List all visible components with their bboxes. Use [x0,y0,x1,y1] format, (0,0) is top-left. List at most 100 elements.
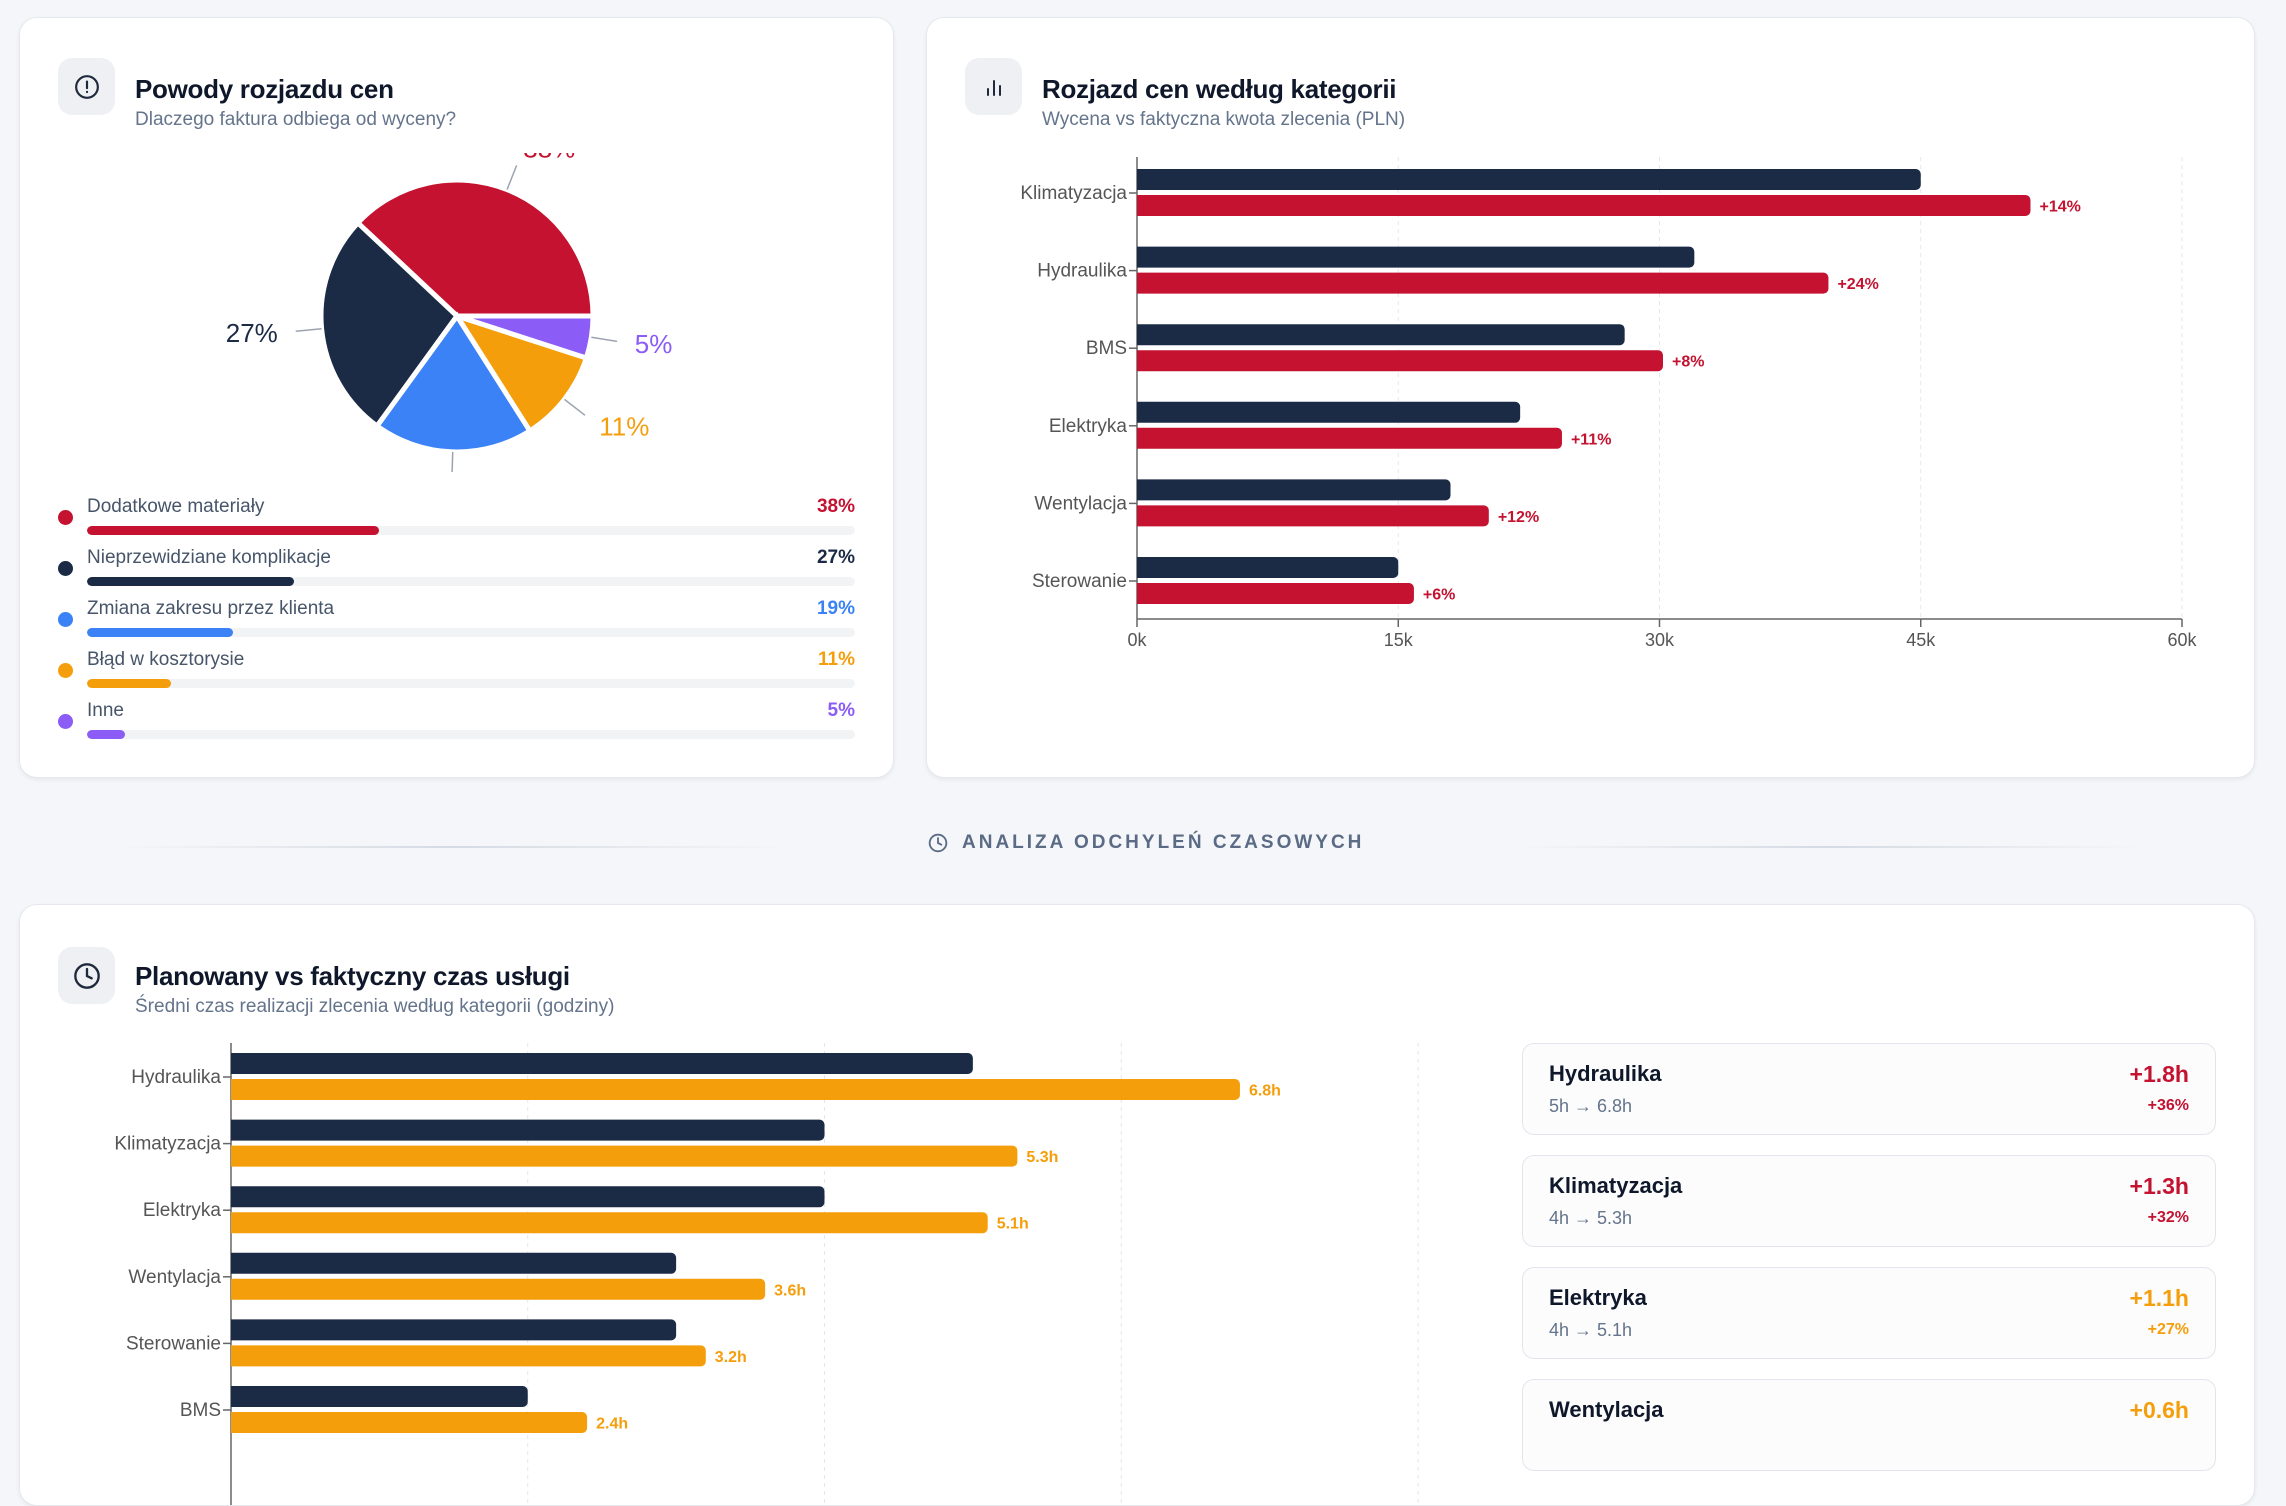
pie-label: 27% [226,318,278,348]
legend-item: Nieprzewidziane komplikacje 27% [20,546,893,597]
price-card: Rozjazd cen według kategorii Wycena vs f… [926,17,2255,778]
x-tick-label: 15k [1384,630,1414,650]
legend-progress-track [87,730,855,739]
category-label: Sterowanie [126,1333,221,1354]
bar-data-label: 2.4h [596,1416,628,1433]
bar-data-label: 6.8h [1249,1083,1281,1100]
bar-actual[interactable] [1137,195,2031,216]
bar-actual[interactable] [231,1278,766,1300]
legend-item: Dodatkowe materiały 38% [20,495,893,546]
bar-data-label: 3.2h [715,1349,747,1366]
x-tick-label: 60k [2167,630,2197,650]
bar-planned[interactable] [231,1386,528,1407]
delta-percent: +36% [2147,1097,2189,1114]
legend-progress-track [87,577,855,586]
bar-actual[interactable] [231,1345,706,1367]
x-tick-label: 45k [1906,630,1936,650]
bar-data-label: +14% [2039,199,2080,216]
x-tick-label: 0k [1127,630,1147,650]
category-label: Elektryka [143,1200,222,1221]
pie-leader-line [506,165,518,190]
legend-label: Nieprzewidziane komplikacje [87,547,331,568]
card-title: Planowany vs faktyczny czas usługi [135,961,570,991]
category-name: Hydraulika [1549,1061,1662,1086]
legend-item: Inne 5% [20,699,893,750]
bar-actual[interactable] [231,1145,1018,1167]
bar-planned[interactable] [1137,557,1399,578]
bar-data-label: 5.1h [997,1216,1029,1233]
section-divider: ANALIZA ODCHYLEŃ CZASOWYCH [928,832,1364,854]
time-card: Planowany vs faktyczny czas usługi Średn… [19,904,2255,1506]
x-tick-label: 30k [1645,630,1675,650]
divider-line-right [1516,846,2143,848]
legend-dot [58,714,73,729]
bar-planned[interactable] [1137,401,1521,423]
category-name: Wentylacja [1549,1397,1664,1422]
time-deviation-card[interactable]: Wentylacja +0.6h [1522,1379,2216,1471]
bar-data-label: 3.6h [774,1282,806,1299]
reasons-legend: Dodatkowe materiały 38% Nieprzewidziane … [20,495,893,755]
bar-actual[interactable] [1137,272,1829,294]
legend-progress-fill [87,526,379,535]
pie-leader-line [295,328,322,332]
price-bar-chart: 0k 15k 30k 45k 60k Klimatyzacja +14% Hydraulika… [1020,157,2198,650]
card-subtitle: Średni czas realizacji zlecenia według k… [135,996,615,1017]
category-label: BMS [180,1400,221,1421]
pie-slice[interactable] [456,313,596,362]
bar-actual[interactable] [231,1212,988,1234]
legend-item: Zmiana zakresu przez klienta 19% [20,597,893,648]
category-label: BMS [1086,338,1127,359]
legend-progress-track [87,679,855,688]
category-label: Hydraulika [1037,261,1127,282]
legend-progress-fill [87,628,233,637]
legend-item: Błąd w kosztorysie 11% [20,648,893,699]
bar-planned[interactable] [231,1053,973,1074]
bar-planned[interactable] [1137,324,1625,346]
pie-leader-line [564,398,586,416]
bar-actual[interactable] [230,1079,1240,1100]
bar-planned[interactable] [231,1319,677,1341]
legend-dot [58,561,73,576]
planned-vs-actual: 4h → 5.3h [1549,1208,1633,1228]
card-subtitle: Dlaczego faktura odbiega od wyceny? [135,109,457,130]
bar-actual[interactable] [1137,427,1562,449]
bar-actual[interactable] [230,1412,588,1433]
legend-percent: 5% [827,700,855,721]
pie-label: 11% [599,411,649,441]
divider-line-left [117,846,787,848]
bar-planned[interactable] [231,1186,825,1208]
time-bar-chart: Hydraulika 6.8h Klimatyzacja 5.3h Elektryka 5… [114,1043,1419,1505]
bar-data-label: +8% [1672,354,1704,371]
bar-actual[interactable] [1137,583,1414,604]
section-divider-label: ANALIZA ODCHYLEŃ CZASOWYCH [962,832,1365,853]
category-label: Klimatyzacja [1020,183,1127,204]
time-deviation-card[interactable]: Hydraulika 5h → 6.8h +1.8h +36% [1522,1043,2216,1135]
bar-planned[interactable] [231,1119,825,1141]
bar-data-label: +24% [1837,276,1878,293]
delta-percent: +32% [2147,1209,2189,1226]
bar-data-label: +6% [1423,587,1455,604]
time-deviation-card[interactable]: Elektryka 4h → 5.1h +1.1h +27% [1522,1267,2216,1359]
bar-planned[interactable] [1137,169,1921,190]
legend-progress-fill [87,679,172,688]
delta-hours: +1.8h [2129,1061,2189,1087]
legend-dot [58,663,73,678]
legend-progress-fill [87,577,295,586]
bar-data-label: 5.3h [1026,1149,1058,1166]
card-title: Rozjazd cen według kategorii [1042,74,1397,104]
pie-slice[interactable] [373,311,534,455]
bar-planned[interactable] [231,1252,677,1274]
bar-actual[interactable] [1137,350,1663,372]
legend-label: Błąd w kosztorysie [87,649,245,670]
delta-hours: +1.3h [2129,1173,2189,1199]
category-name: Elektryka [1549,1285,1647,1310]
planned-vs-actual: 5h → 6.8h [1549,1096,1633,1116]
delta-hours: +1.1h [2129,1285,2189,1311]
time-deviation-card[interactable]: Klimatyzacja 4h → 5.3h +1.3h +32% [1522,1155,2216,1247]
pie-label: 5% [635,329,673,359]
bar-planned[interactable] [1137,246,1695,268]
bar-actual[interactable] [1137,505,1489,527]
delta-percent: +27% [2147,1321,2189,1338]
card-subtitle: Wycena vs faktyczna kwota zlecenia (PLN) [1042,109,1406,130]
bar-planned[interactable] [1137,479,1451,501]
